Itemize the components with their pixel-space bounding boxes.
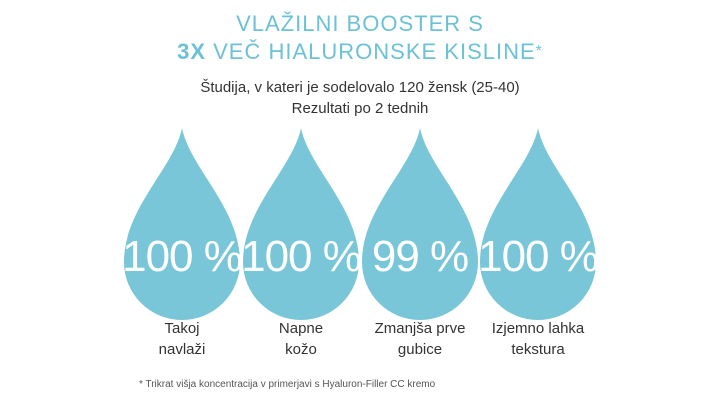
drop-result-4: 100 % <box>478 128 599 320</box>
title-asterisk: * <box>535 43 543 60</box>
drop-result-2: 100 % <box>241 128 362 320</box>
result-label-4-line-2: tekstura <box>511 341 565 358</box>
water-drop-icon <box>362 128 478 320</box>
footnote: * Trikrat višja koncentracija v primerja… <box>139 379 436 390</box>
drop-result-1: 100 % <box>122 128 243 320</box>
water-drop-icon <box>124 128 240 320</box>
result-label-3-line-1: Zmanjša prve <box>374 320 466 337</box>
title-rest: VEČ HIALURONSKE KISLINE <box>206 39 536 64</box>
result-value-2: 100 % <box>241 232 362 281</box>
result-value-4: 100 % <box>478 232 599 281</box>
result-label-3-line-2: gubice <box>397 341 443 358</box>
result-label-1-line-1: Takoj <box>164 320 200 337</box>
title-highlight: 3X <box>177 39 207 64</box>
results-period: Rezultati po 2 tednih <box>291 100 429 117</box>
title-line-1: VLAŽILNI BOOSTER S <box>236 11 484 36</box>
result-label-2-line-1: Napne <box>278 320 324 337</box>
water-drop-icon <box>243 128 359 320</box>
result-label-2: Napne kožo <box>231 318 371 360</box>
title-line-2: 3X VEČ HIALURONSKE KISLINE* <box>0 38 720 66</box>
result-value-1: 100 % <box>122 232 243 281</box>
drop-result-3: 99 % <box>362 128 478 320</box>
water-drop-icon <box>480 128 596 320</box>
result-label-3: Zmanjša prve gubice <box>350 318 490 360</box>
study-description: Študija, v kateri je sodelovalo 120 žens… <box>200 79 520 96</box>
result-label-4: Izjemno lahka tekstura <box>468 318 608 360</box>
result-value-3: 99 % <box>371 232 469 281</box>
result-label-1: Takoj navlaži <box>112 318 252 360</box>
result-label-1-line-2: navlaži <box>158 341 206 358</box>
result-label-2-line-2: kožo <box>285 341 317 358</box>
result-label-4-line-1: Izjemno lahka <box>491 320 585 337</box>
